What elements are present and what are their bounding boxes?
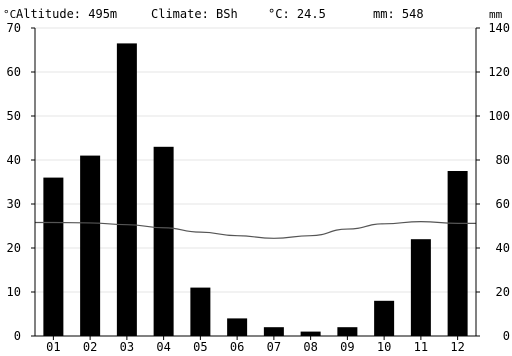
x-tick-label: 11 [414,340,428,354]
left-axis-unit: °C [3,8,16,21]
precipitation-bar [300,331,321,336]
total-precipitation-label: mm: 548 [373,7,424,21]
altitude-label: Altitude: 495m [16,7,117,21]
left-tick-label: 30 [7,197,21,211]
x-tick-label: 12 [450,340,464,354]
left-tick-label: 20 [7,241,21,255]
x-tick-label: 05 [193,340,207,354]
x-tick-label: 06 [230,340,244,354]
x-tick-label: 09 [340,340,354,354]
precipitation-bar [263,327,284,336]
x-tick-label: 08 [303,340,317,354]
mean-temperature-label: °C: 24.5 [268,7,326,21]
left-tick-label: 40 [7,153,21,167]
right-tick-label: 80 [496,153,510,167]
right-axis-unit: mm [489,8,503,21]
climate-label: Climate: BSh [151,7,238,21]
left-tick-label: 50 [7,109,21,123]
left-tick-label: 10 [7,285,21,299]
right-axis-ticks: 0 20 40 60 80 100 120 140 [476,21,510,343]
precipitation-bar [227,318,248,336]
left-tick-label: 60 [7,65,21,79]
precipitation-bar [116,43,137,337]
left-tick-label: 0 [14,329,21,343]
precipitation-bar [337,327,358,336]
precipitation-bar [190,287,211,336]
x-tick-label: 07 [267,340,281,354]
x-tick-label: 10 [377,340,391,354]
left-axis-ticks: 0 10 20 30 40 50 60 70 [7,21,35,343]
right-tick-label: 60 [496,197,510,211]
precipitation-bars [43,43,468,337]
precipitation-bar [43,177,64,336]
right-tick-label: 20 [496,285,510,299]
right-tick-label: 140 [488,21,510,35]
precipitation-bar [374,300,395,336]
precipitation-bar [410,239,431,336]
right-tick-label: 100 [488,109,510,123]
axes [34,28,477,337]
precipitation-bar [447,171,468,336]
left-tick-label: 70 [7,21,21,35]
right-tick-label: 120 [488,65,510,79]
x-tick-label: 03 [120,340,134,354]
temperature-series-line [35,220,476,239]
right-tick-label: 40 [496,241,510,255]
x-tick-label: 04 [156,340,170,354]
x-tick-label: 01 [46,340,60,354]
x-axis-ticks: 01 02 03 04 05 06 07 08 09 10 11 12 [46,336,465,354]
gridlines [35,27,476,293]
precipitation-bar [153,146,174,336]
x-tick-label: 02 [83,340,97,354]
right-tick-label: 0 [503,329,510,343]
temperature-line [35,220,476,239]
precipitation-bar [80,155,101,336]
